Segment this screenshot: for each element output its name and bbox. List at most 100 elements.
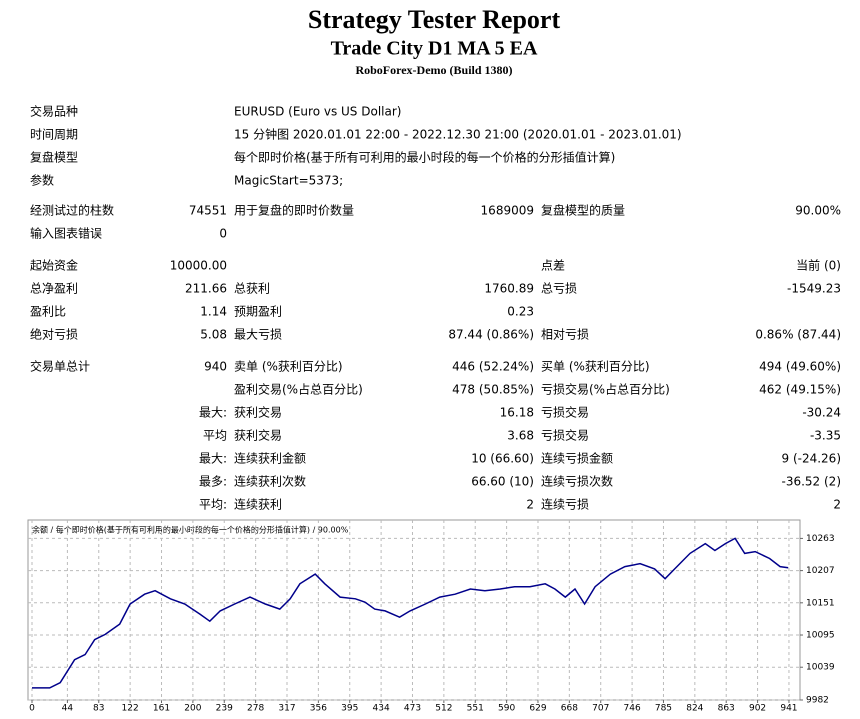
stat-value: 66.60 (10) bbox=[471, 475, 534, 489]
x-tick-label: 902 bbox=[749, 704, 766, 714]
stat-label: 用于复盘的即时价数量 bbox=[234, 203, 354, 218]
stat-label: 卖单 (%获利百分比) bbox=[234, 360, 343, 374]
info-value: EURUSD (Euro vs US Dollar) bbox=[234, 105, 401, 119]
stat-value: 最多: bbox=[199, 475, 227, 489]
info-label: 参数 bbox=[30, 173, 54, 188]
chart-title: 余额 / 每个即时价格(基于所有可利用的最小时段的每一个价格的分形插值计算) /… bbox=[32, 525, 349, 535]
report-title: Strategy Tester Report bbox=[308, 5, 561, 34]
stat-label: 获利交易 bbox=[234, 428, 282, 443]
stat-label: 连续亏损金额 bbox=[541, 451, 613, 466]
balance-line bbox=[32, 537, 789, 689]
stat-value: 2 bbox=[833, 498, 841, 512]
x-tick-label: 707 bbox=[592, 704, 609, 714]
stat-label: 获利交易 bbox=[234, 405, 282, 420]
x-tick-label: 668 bbox=[561, 704, 578, 714]
x-tick-label: 239 bbox=[216, 704, 233, 714]
y-tick-label: 10263 bbox=[806, 534, 835, 544]
x-tick-label: 434 bbox=[373, 704, 390, 714]
x-tick-label: 356 bbox=[310, 704, 327, 714]
stat-label: 预期盈利 bbox=[234, 305, 282, 319]
x-tick-label: 941 bbox=[780, 704, 797, 714]
stat-label: 交易单总计 bbox=[30, 359, 90, 374]
x-tick-label: 0 bbox=[29, 704, 35, 714]
stat-label: 最大亏损 bbox=[234, 328, 282, 342]
stat-label: 总净盈利 bbox=[30, 282, 78, 296]
stat-label: 亏损交易 bbox=[541, 405, 589, 420]
x-tick-label: 200 bbox=[184, 704, 201, 714]
x-tick-label: 83 bbox=[93, 704, 104, 714]
stat-value: 90.00% bbox=[795, 204, 841, 218]
y-tick-label: 10039 bbox=[806, 663, 835, 673]
stat-label: 输入图表错误 bbox=[30, 226, 102, 241]
stat-value: 1.14 bbox=[200, 305, 227, 319]
x-tick-label: 863 bbox=[718, 704, 735, 714]
stat-value: 2 bbox=[526, 498, 534, 512]
info-label: 复盘模型 bbox=[30, 150, 78, 165]
stat-label: 盈利交易(%占总百分比) bbox=[234, 382, 363, 397]
stat-label: 连续获利金额 bbox=[234, 451, 306, 466]
stat-value: 446 (52.24%) bbox=[452, 360, 534, 374]
x-tick-label: 629 bbox=[529, 704, 546, 714]
stat-value: 3.68 bbox=[507, 429, 534, 443]
stat-value: 0 bbox=[219, 227, 227, 241]
x-tick-label: 473 bbox=[404, 704, 421, 714]
stat-value: 16.18 bbox=[500, 406, 534, 420]
stat-value: 74551 bbox=[189, 204, 227, 218]
info-label: 交易品种 bbox=[30, 104, 78, 119]
stat-value: 9 (-24.26) bbox=[782, 452, 842, 466]
stat-label: 连续亏损次数 bbox=[541, 474, 613, 489]
stat-value: 最大: bbox=[199, 452, 227, 466]
info-value: 每个即时价格(基于所有可利用的最小时段的每一个价格的分形插值计算) bbox=[234, 150, 615, 165]
stat-value: 940 bbox=[204, 360, 227, 374]
info-value: MagicStart=5373; bbox=[234, 174, 343, 188]
stat-label: 连续获利 bbox=[234, 497, 282, 512]
stat-value: 10 (66.60) bbox=[471, 452, 534, 466]
stat-value: -36.52 (2) bbox=[782, 475, 842, 489]
y-tick-label: 10207 bbox=[806, 566, 835, 576]
x-tick-label: 317 bbox=[278, 704, 295, 714]
stat-label: 经测试过的柱数 bbox=[30, 203, 114, 218]
x-tick-label: 551 bbox=[467, 704, 484, 714]
stat-label: 相对亏损 bbox=[541, 328, 589, 342]
stat-value: 10000.00 bbox=[170, 259, 227, 273]
x-tick-label: 122 bbox=[122, 704, 139, 714]
report-server: RoboForex-Demo (Build 1380) bbox=[355, 63, 512, 77]
stat-label: 连续获利次数 bbox=[234, 474, 306, 489]
stat-label: 买单 (%获利百分比) bbox=[541, 360, 650, 374]
stat-label: 亏损交易 bbox=[541, 428, 589, 443]
chart-frame bbox=[27, 519, 801, 701]
stat-value: 478 (50.85%) bbox=[452, 383, 534, 397]
stat-value: 494 (49.60%) bbox=[759, 360, 841, 374]
stat-label: 绝对亏损 bbox=[30, 327, 78, 342]
y-tick-label: 10095 bbox=[806, 631, 835, 641]
stat-label: 亏损交易(%占总百分比) bbox=[541, 382, 670, 397]
stat-value: -30.24 bbox=[802, 406, 841, 420]
stat-value: 5.08 bbox=[200, 328, 227, 342]
stat-value: 最大: bbox=[199, 406, 227, 420]
stat-value: 平均 bbox=[203, 429, 227, 443]
x-tick-label: 824 bbox=[686, 704, 703, 714]
stat-label: 连续亏损 bbox=[541, 497, 589, 512]
info-value: 15 分钟图 2020.01.01 22:00 - 2022.12.30 21:… bbox=[234, 127, 682, 142]
stat-value: 0.86% (87.44) bbox=[755, 328, 841, 342]
stat-value: 211.66 bbox=[185, 282, 227, 296]
stat-value: 1689009 bbox=[481, 204, 534, 218]
info-label: 时间周期 bbox=[30, 128, 78, 142]
y-tick-label: 9982 bbox=[806, 696, 829, 706]
stat-label: 总亏损 bbox=[541, 282, 577, 296]
stat-value: 87.44 (0.86%) bbox=[448, 328, 534, 342]
x-tick-label: 161 bbox=[153, 704, 170, 714]
x-tick-label: 395 bbox=[341, 704, 358, 714]
stat-value: 1760.89 bbox=[484, 282, 534, 296]
stat-label: 盈利比 bbox=[30, 305, 66, 319]
stat-value: 0.23 bbox=[507, 305, 534, 319]
report-subtitle: Trade City D1 MA 5 EA bbox=[331, 38, 538, 60]
x-tick-label: 512 bbox=[435, 704, 452, 714]
stat-label: 复盘模型的质量 bbox=[541, 203, 625, 218]
stat-label: 起始资金 bbox=[30, 258, 78, 273]
stat-value: 462 (49.15%) bbox=[759, 383, 841, 397]
stat-label: 总获利 bbox=[234, 282, 270, 296]
stat-value: -3.35 bbox=[810, 429, 841, 443]
x-tick-label: 278 bbox=[247, 704, 264, 714]
